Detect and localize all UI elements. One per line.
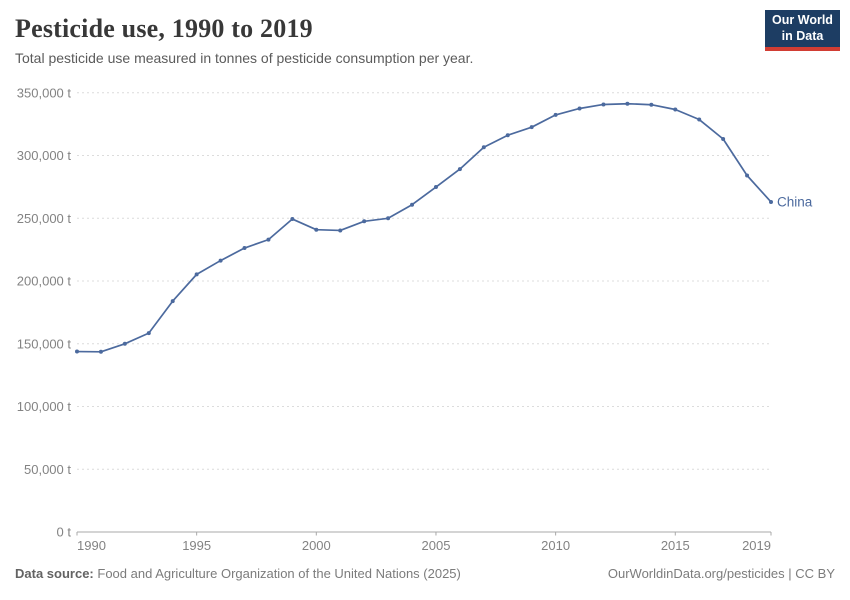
y-tick-label: 350,000 t [17,85,72,100]
owid-logo-line2: in Data [781,28,824,43]
data-point-marker[interactable] [601,102,606,107]
data-point-marker[interactable] [673,107,678,112]
data-point-marker[interactable] [697,117,702,122]
data-point-marker[interactable] [625,101,630,106]
y-tick-label: 100,000 t [17,399,72,414]
y-tick-label: 0 t [57,525,72,540]
data-point-marker[interactable] [481,145,486,150]
data-point-marker[interactable] [433,185,438,190]
data-point-marker[interactable] [75,349,79,354]
data-point-marker[interactable] [769,199,773,204]
data-point-marker[interactable] [242,246,247,251]
data-point-marker[interactable] [362,219,367,224]
chart-footer: Data source: Food and Agriculture Organi… [15,566,835,581]
data-point-marker[interactable] [721,136,726,141]
data-point-marker[interactable] [314,227,319,232]
owid-logo-line1: Our World [772,12,833,27]
data-source-text: Food and Agriculture Organization of the… [97,566,461,581]
china-line-series[interactable] [76,102,772,353]
data-point-marker[interactable] [410,202,415,207]
data-point-marker[interactable] [338,228,343,233]
x-tick-label: 2000 [302,538,331,553]
data-point-marker[interactable] [386,216,391,221]
data-point-marker[interactable] [170,299,175,304]
data-point-marker[interactable] [218,258,223,263]
y-tick-label: 50,000 t [24,462,71,477]
y-tick-label: 300,000 t [17,148,72,163]
y-tick-label: 250,000 t [17,211,72,226]
data-point-marker[interactable] [553,112,558,117]
x-tick-label: 2019 [742,538,771,553]
y-tick-label: 200,000 t [17,274,72,289]
credit-link[interactable]: OurWorldinData.org/pesticides | CC BY [607,566,835,581]
data-source: Data source: Food and Agriculture Organi… [15,566,461,581]
owid-logo[interactable]: Our World in Data [765,10,840,51]
series-label-china[interactable]: China [777,194,813,209]
x-tick-label: 1990 [77,538,106,553]
data-point-marker[interactable] [266,237,271,242]
x-tick-label: 2015 [661,538,690,553]
page-title: Pesticide use, 1990 to 2019 [15,14,313,43]
x-tick-label: 1995 [182,538,211,553]
data-point-marker[interactable] [194,272,199,277]
data-point-marker[interactable] [745,173,750,178]
x-tick-label: 2005 [422,538,451,553]
data-source-label: Data source: [15,566,94,581]
data-point-marker[interactable] [290,217,295,222]
y-tick-label: 150,000 t [17,336,72,351]
data-point-marker[interactable] [649,102,654,107]
data-point-marker[interactable] [457,167,462,172]
data-point-marker[interactable] [529,125,534,130]
data-point-marker[interactable] [122,341,127,346]
data-point-marker[interactable] [146,331,151,336]
data-point-marker[interactable] [98,349,103,354]
data-point-marker[interactable] [577,106,582,111]
data-point-marker[interactable] [505,133,510,138]
chart-subtitle: Total pesticide use measured in tonnes o… [15,50,474,66]
x-tick-label: 2010 [541,538,570,553]
